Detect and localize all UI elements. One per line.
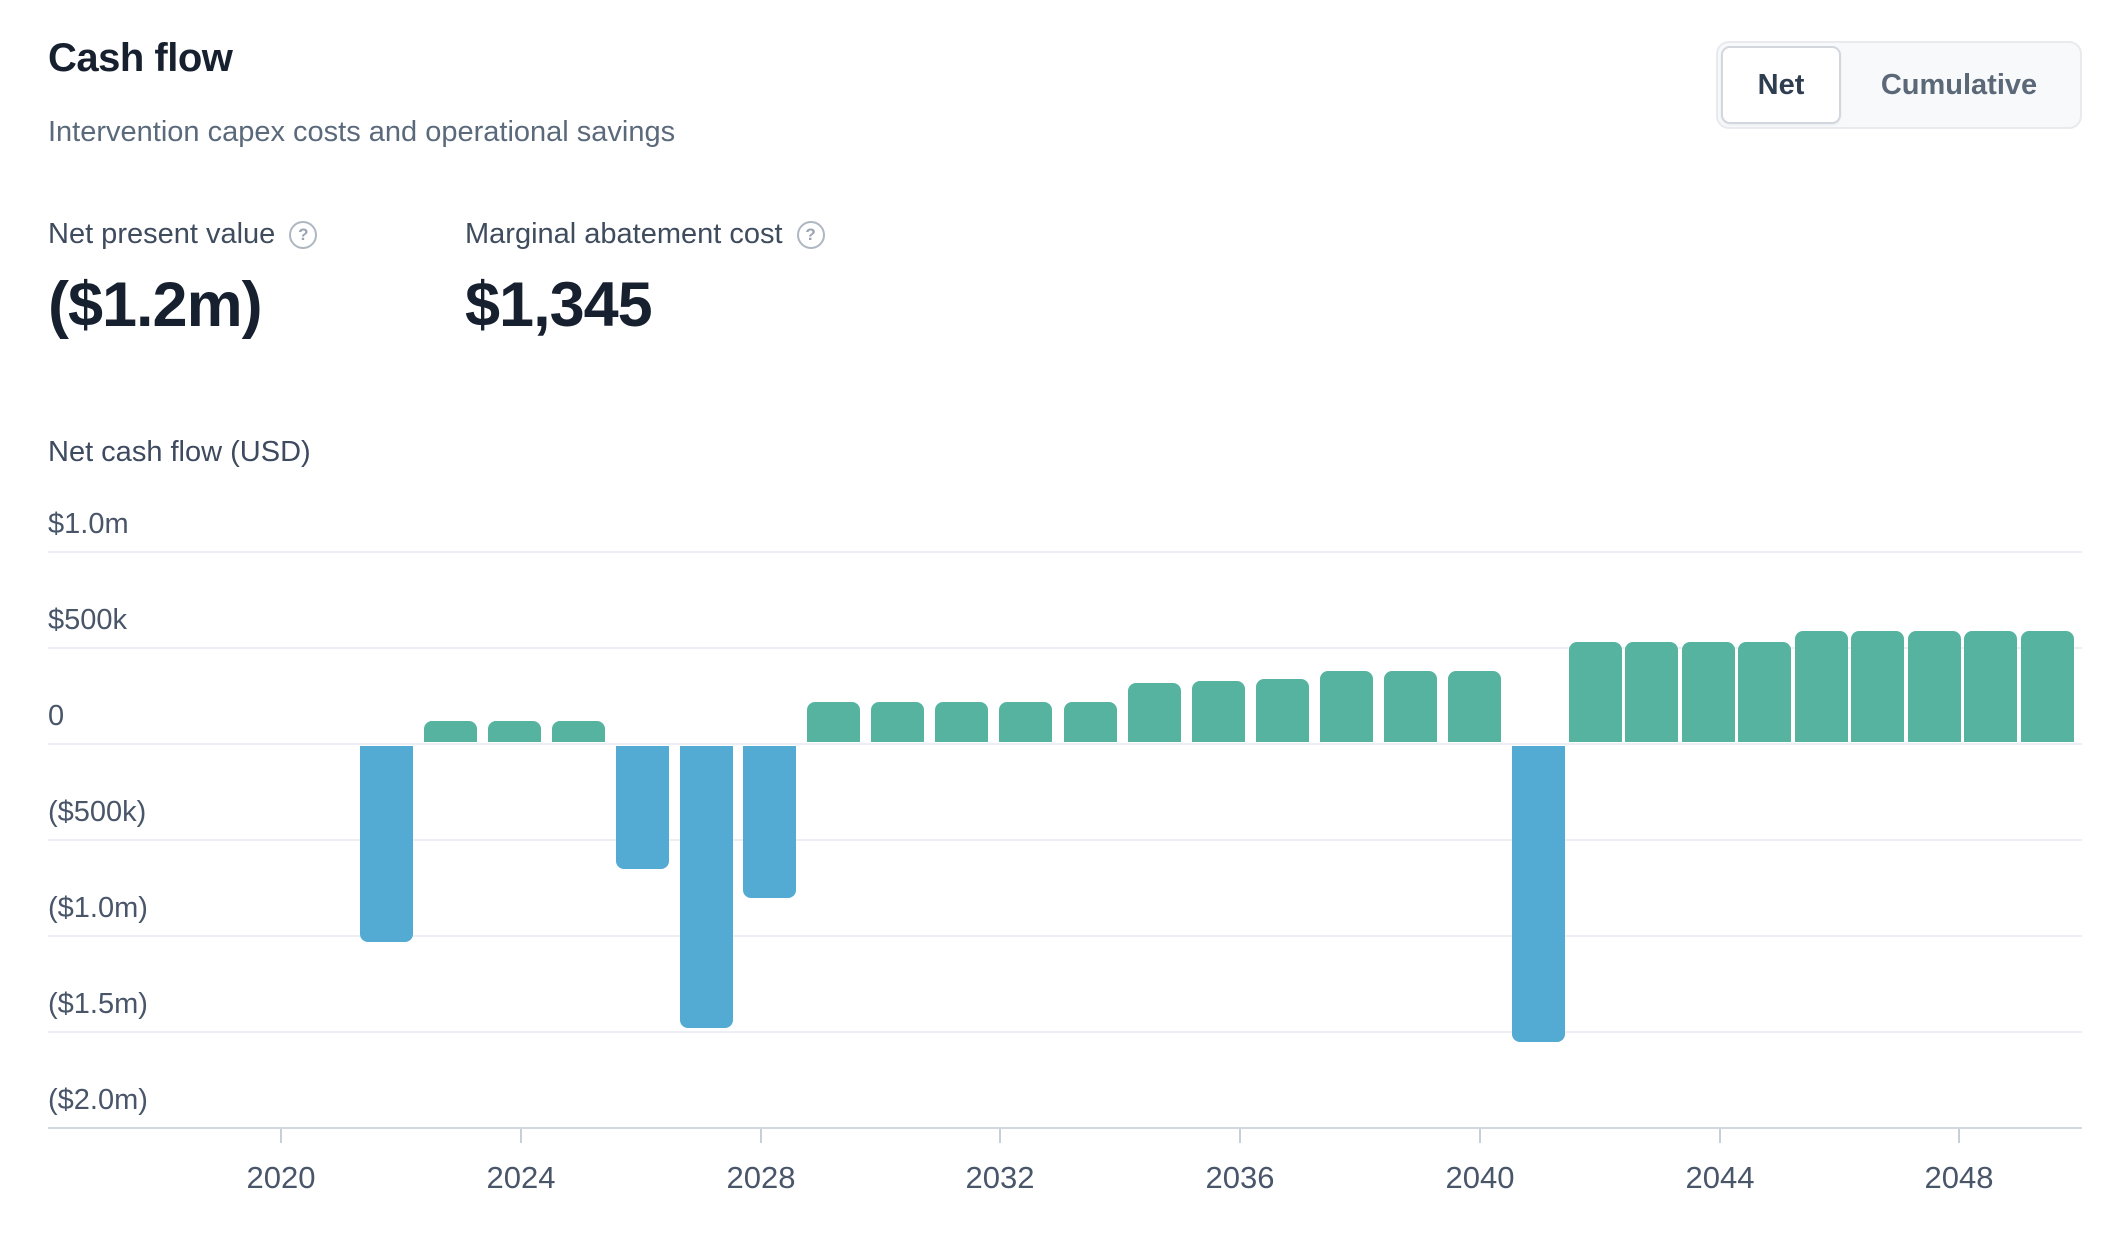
stat-label: Net present value xyxy=(48,218,276,250)
bar-2039[interactable] xyxy=(1512,746,1565,1042)
stat-label: Marginal abatement cost xyxy=(465,218,783,250)
bar-2047[interactable] xyxy=(1964,631,2017,742)
stat-net-present-value: Net present value ? ($1.2m) xyxy=(48,218,318,341)
x-axis-tick xyxy=(760,1129,762,1143)
toggle-option-cumulative[interactable]: Cumulative xyxy=(1880,68,2038,101)
bar-2030[interactable] xyxy=(935,702,988,742)
bar-2028[interactable] xyxy=(807,702,860,742)
bar-2026[interactable] xyxy=(680,746,733,1028)
gridline xyxy=(48,935,2082,937)
y-axis-tick-label: ($500k) xyxy=(48,796,147,828)
x-axis-tick xyxy=(280,1129,282,1143)
x-axis-tick xyxy=(1239,1129,1241,1143)
bar-2034[interactable] xyxy=(1192,681,1245,742)
bar-2044[interactable] xyxy=(1795,631,1848,742)
toggle-option-net[interactable]: Net xyxy=(1721,46,1841,124)
x-axis-tick xyxy=(999,1129,1001,1143)
x-axis-tick-label: 2036 xyxy=(1205,1160,1275,1195)
page-subtitle: Intervention capex costs and operational… xyxy=(48,116,676,148)
gridline xyxy=(48,743,2082,745)
gridline xyxy=(48,551,2082,553)
gridline xyxy=(48,1031,2082,1033)
bar-2046[interactable] xyxy=(1908,631,1961,742)
help-icon[interactable]: ? xyxy=(796,220,825,249)
y-axis-tick-label: 0 xyxy=(48,700,65,732)
x-axis-tick-label: 2044 xyxy=(1685,1160,1755,1195)
y-axis-tick-label: $500k xyxy=(48,604,128,636)
stat-value: $1,345 xyxy=(465,270,653,340)
bar-2035[interactable] xyxy=(1256,679,1309,742)
x-axis-tick-label: 2048 xyxy=(1924,1160,1994,1195)
y-axis-tick-label: ($1.5m) xyxy=(48,988,148,1020)
bar-2033[interactable] xyxy=(1128,683,1181,742)
x-axis-tick xyxy=(520,1129,522,1143)
bar-2045[interactable] xyxy=(1851,631,1904,742)
bar-2021[interactable] xyxy=(360,746,413,942)
bar-2038[interactable] xyxy=(1448,671,1501,742)
stat-value: ($1.2m) xyxy=(48,270,263,340)
y-axis-tick-label: $1.0m xyxy=(48,508,129,540)
y-axis-tick-label: ($2.0m) xyxy=(48,1084,148,1116)
bar-2022[interactable] xyxy=(424,721,477,742)
bar-2040[interactable] xyxy=(1569,642,1622,742)
x-axis-tick-label: 2024 xyxy=(486,1160,556,1195)
y-axis-tick-label: ($1.0m) xyxy=(48,892,148,924)
bar-2027[interactable] xyxy=(743,746,796,898)
bar-2024[interactable] xyxy=(552,721,605,742)
x-axis-tick xyxy=(1958,1129,1960,1143)
chart-title: Net cash flow (USD) xyxy=(48,436,311,468)
bar-2043[interactable] xyxy=(1738,642,1791,742)
x-axis-tick xyxy=(1719,1129,1721,1143)
x-axis-tick-label: 2040 xyxy=(1445,1160,1515,1195)
bar-2048[interactable] xyxy=(2021,631,2074,742)
page-title: Cash flow xyxy=(48,36,233,80)
net-cumulative-toggle: Net Cumulative xyxy=(1716,41,2082,129)
gridline xyxy=(48,839,2082,841)
bar-2031[interactable] xyxy=(999,702,1052,742)
bar-2042[interactable] xyxy=(1682,642,1735,742)
x-axis-tick xyxy=(1479,1129,1481,1143)
help-icon[interactable]: ? xyxy=(289,220,318,249)
bar-2041[interactable] xyxy=(1625,642,1678,742)
x-axis-tick-label: 2032 xyxy=(965,1160,1035,1195)
x-axis-tick-label: 2020 xyxy=(246,1160,316,1195)
bar-2023[interactable] xyxy=(488,721,541,742)
bar-2036[interactable] xyxy=(1320,671,1373,742)
bar-2025[interactable] xyxy=(616,746,669,869)
stat-marginal-abatement-cost: Marginal abatement cost ? $1,345 xyxy=(465,218,825,341)
gridline xyxy=(48,1127,2082,1129)
bar-2032[interactable] xyxy=(1064,702,1117,742)
bar-2037[interactable] xyxy=(1384,671,1437,742)
x-axis-tick-label: 2028 xyxy=(726,1160,796,1195)
bar-2029[interactable] xyxy=(871,702,924,742)
gridline xyxy=(48,647,2082,649)
